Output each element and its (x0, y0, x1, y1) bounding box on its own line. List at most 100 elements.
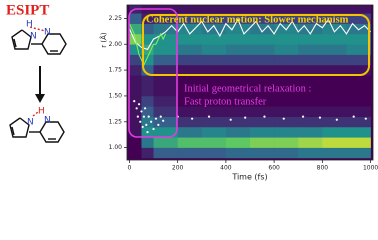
heatmap-cell (225, 44, 251, 55)
heatmap-cell (201, 85, 227, 97)
x-tick-label: 800 (317, 165, 329, 172)
heatmap-cell (201, 5, 227, 14)
heatmap-cell (298, 23, 323, 35)
h-bond (32, 111, 39, 117)
heatmap-cell (225, 75, 251, 86)
x-tick-label: 1000 (363, 165, 378, 172)
heatmap-cell (129, 64, 142, 76)
heatmap-cell (153, 13, 178, 24)
point (143, 107, 147, 110)
heatmap-cell (346, 147, 371, 159)
point (145, 123, 148, 126)
heatmap-cell (298, 126, 323, 138)
heatmap-cell (201, 147, 227, 159)
point (335, 118, 338, 121)
heatmap-cell (298, 5, 323, 14)
point (137, 103, 141, 106)
heatmap-cell (274, 13, 299, 24)
heatmap-cell (298, 44, 323, 55)
heatmap-cell (153, 106, 178, 117)
x-tick-label: 600 (268, 165, 280, 172)
heatmap-cell (129, 44, 142, 55)
heatmap-cell (346, 116, 371, 128)
heatmap-cell (346, 85, 371, 97)
heatmap-cell (201, 95, 227, 107)
heatmap-cell (250, 106, 275, 117)
heatmap-cell (274, 95, 299, 107)
h-bond (29, 26, 46, 32)
heatmap-cell (322, 137, 347, 148)
heatmap-cell (129, 147, 142, 159)
x-tick-label: 400 (220, 165, 232, 172)
heatmap-cell (250, 137, 275, 148)
heatmap-cell (346, 126, 371, 138)
heatmap-cell (274, 126, 299, 138)
plot-area (127, 5, 373, 160)
pyrrole-ring (9, 117, 30, 138)
heatmap-cell (177, 75, 203, 86)
heatmap-cell (153, 33, 178, 45)
pyridine-ring (41, 33, 67, 55)
heatmap-cell (141, 147, 154, 159)
heatmap-cell (322, 75, 347, 86)
heatmap-cell (346, 54, 371, 66)
y-tick-label: 1.00 (109, 144, 123, 151)
point (146, 131, 149, 134)
heatmap-cell (153, 126, 178, 138)
heatmap-cell (250, 5, 275, 14)
heatmap-cell (201, 33, 227, 45)
heatmap-cell (129, 23, 142, 35)
heatmap-cell (129, 54, 142, 66)
heatmap-cell (322, 116, 347, 128)
point (133, 100, 136, 103)
heatmap-cell (250, 13, 275, 24)
point (162, 119, 165, 122)
heatmap-cell (153, 54, 178, 66)
heatmap-cell (298, 54, 323, 66)
heatmap-cell (177, 116, 203, 128)
heatmap-cell (298, 116, 323, 128)
y-axis-label: r (Å) (99, 32, 108, 48)
x-tick-label: 200 (172, 165, 184, 172)
point (154, 117, 158, 120)
heatmap-cell (153, 147, 178, 159)
heatmap-cell (298, 13, 323, 24)
heatmap-cell (177, 13, 203, 24)
heatmap-cell (201, 75, 227, 86)
heatmap-cell (225, 85, 251, 97)
heatmap-cell (322, 13, 347, 24)
heatmap-cell (141, 75, 154, 86)
point (352, 115, 355, 118)
scheme: ESIPT N H N N H N (6, 2, 67, 143)
heatmap-cell (250, 44, 275, 55)
molecule-top (11, 26, 67, 55)
point (207, 115, 211, 118)
point (244, 116, 247, 119)
heatmap-cell (129, 126, 142, 138)
heatmap-cell (177, 23, 203, 35)
heatmap-cell (153, 23, 178, 35)
heatmap-cell (201, 54, 227, 66)
heatmap-cell (153, 85, 178, 97)
annotation: Initial geometrical relaxation : (184, 83, 311, 94)
heatmap-cell (250, 95, 275, 107)
heatmap-cell (153, 116, 178, 128)
heatmap-cell (322, 5, 347, 14)
atom-label: H (26, 20, 33, 30)
heatmap-cell (201, 23, 227, 35)
heatmap-cell (274, 137, 299, 148)
heatmap-cell (177, 95, 203, 107)
point (191, 117, 194, 120)
heatmap-cell (322, 126, 347, 138)
heatmap-cell (201, 64, 227, 76)
heatmap-cell (250, 126, 275, 138)
point (136, 115, 139, 118)
heatmap-cell (322, 106, 347, 117)
point (152, 127, 155, 131)
heatmap-cell (129, 137, 142, 148)
pyrrole-ring (11, 29, 32, 50)
heatmap-cell (225, 116, 251, 128)
point (157, 123, 160, 126)
point (301, 115, 305, 118)
x-tick-label: 0 (127, 165, 131, 172)
